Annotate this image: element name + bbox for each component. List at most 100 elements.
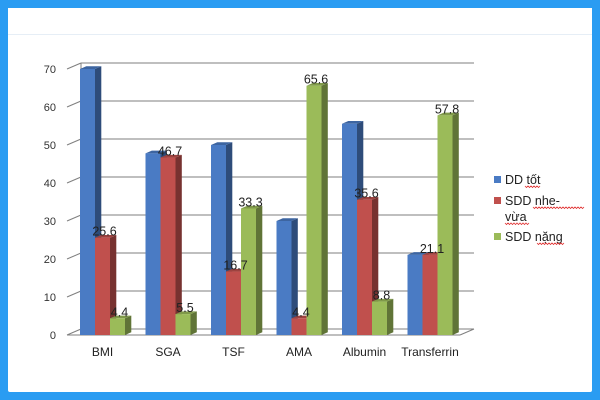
gridline-diag (66, 62, 82, 70)
y-tick-label: 0 (50, 330, 56, 342)
bar-front (95, 237, 110, 335)
data-label: 57.8 (435, 102, 459, 116)
bar-front (407, 254, 423, 335)
bar-side (387, 298, 394, 335)
bar-top (175, 311, 197, 315)
gridline-diag (66, 290, 82, 298)
bar (276, 218, 298, 335)
data-label: 25.6 (92, 225, 116, 239)
data-label: 21.1 (420, 242, 444, 256)
legend: DD tốt SDD nhe-vừa SDD nặng (494, 173, 585, 246)
bar-top (145, 150, 167, 154)
x-category-label: BMI (92, 345, 113, 359)
legend-label: SDD nặng (505, 230, 563, 244)
data-label: 4.4 (111, 305, 128, 319)
legend-item: SDD nặng (494, 230, 565, 246)
legend-swatch (494, 233, 501, 240)
legend-swatch (494, 197, 501, 204)
bar-front (241, 208, 256, 335)
bar-side (125, 315, 132, 335)
bar (241, 205, 263, 335)
bars (80, 66, 459, 336)
bar-front (306, 85, 322, 335)
x-axis-depth-line (459, 328, 475, 336)
bar-front (437, 115, 453, 335)
data-label: 5.5 (176, 301, 193, 315)
data-labels: 25.6 4.4 46.7 5.5 16.7 33.3 4.4 65.6 35.6 8.8 21.1… (92, 73, 459, 320)
bar-front (422, 254, 438, 335)
bar-front (357, 199, 372, 335)
bar (160, 154, 182, 335)
legend-label: vừa (505, 210, 527, 224)
bar-top (95, 235, 117, 238)
x-axis-categories: BMI SGA TSF AMA Albumin Transferrin (92, 345, 459, 359)
bar-front (145, 153, 161, 335)
bar-top (211, 142, 233, 145)
bar-front (342, 123, 357, 335)
legend-label: DD tốt (505, 173, 541, 187)
y-tick-label: 40 (44, 178, 56, 190)
data-label: 65.6 (304, 73, 328, 87)
y-axis-ticks: 0 10 20 30 40 50 60 70 (44, 64, 56, 342)
bar-top (110, 315, 132, 319)
bar-side (256, 205, 263, 335)
data-label: 46.7 (158, 145, 182, 159)
data-label: 33.3 (238, 195, 262, 209)
bar-front (276, 221, 292, 335)
gridline-diag (66, 214, 82, 222)
y-tick-label: 20 (44, 254, 56, 266)
bar-side (452, 112, 459, 335)
bar (437, 112, 459, 335)
bar-top (276, 218, 298, 221)
bar-top (437, 112, 459, 116)
bar (306, 83, 328, 336)
bar-top (407, 252, 429, 255)
spellcheck-underline (524, 185, 541, 189)
bar (95, 235, 117, 335)
data-label: 35.6 (354, 187, 378, 201)
gridline-diag (66, 328, 82, 336)
bar-top (372, 298, 394, 302)
bar-front (226, 271, 241, 335)
bar-top (306, 83, 328, 86)
bar-front (80, 69, 95, 335)
y-tick-label: 60 (44, 102, 56, 114)
x-category-label: SGA (155, 345, 180, 359)
gridline-diag (66, 252, 82, 260)
spellcheck-underline (532, 206, 585, 210)
spellcheck-underline (536, 242, 565, 246)
bar-front (291, 318, 307, 335)
y-tick-label: 30 (44, 216, 56, 228)
bar-side (175, 154, 182, 335)
bar (110, 315, 132, 335)
y-tick-label: 50 (44, 140, 56, 152)
data-label: 16.7 (223, 259, 247, 273)
y-tick-label: 10 (44, 292, 56, 304)
data-label: 8.8 (373, 289, 390, 303)
gridline-diag (66, 176, 82, 184)
x-category-label: Albumin (343, 345, 386, 359)
bar (372, 298, 394, 335)
gridline-diag (66, 138, 82, 146)
bar-top (80, 66, 102, 69)
bar-front (175, 314, 191, 335)
bar-side (291, 218, 298, 335)
panel-header-strip (8, 8, 592, 35)
data-label: 4.4 (292, 305, 309, 319)
bar (175, 311, 197, 335)
bar-top (160, 154, 182, 158)
bar-side (190, 311, 197, 335)
bar-front (372, 301, 387, 335)
bar-front (211, 145, 226, 335)
x-category-label: TSF (222, 345, 245, 359)
gridline-diag (66, 100, 82, 108)
x-category-label: Transferrin (401, 345, 459, 359)
bar-top (357, 197, 379, 200)
y-tick-label: 70 (44, 64, 56, 76)
legend-item: DD tốt (494, 173, 541, 189)
legend-label: SDD nhe- (505, 194, 560, 208)
bar-side (321, 83, 328, 336)
legend-item: SDD nhe-vừa (494, 194, 585, 226)
bar-side (110, 235, 117, 335)
